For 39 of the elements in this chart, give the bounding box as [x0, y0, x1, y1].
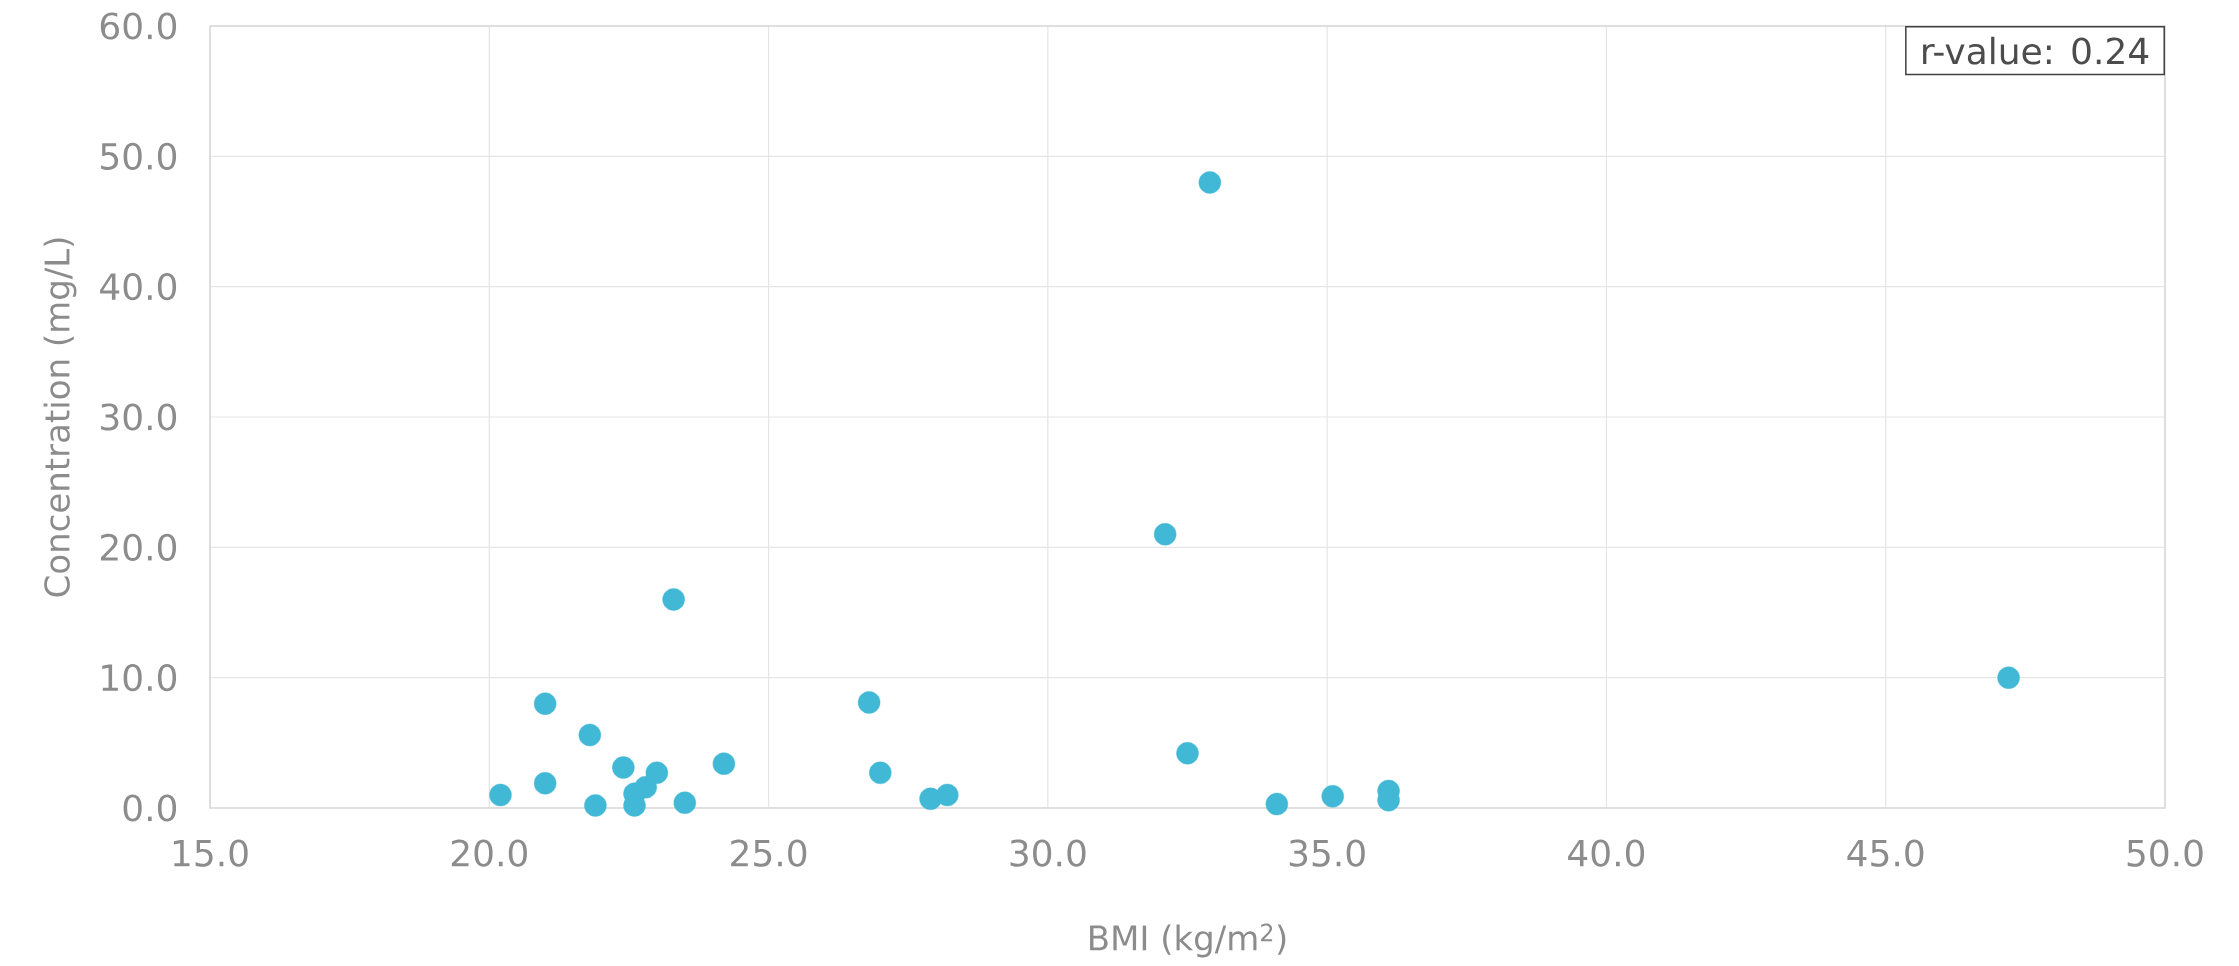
point: [533, 772, 557, 795]
x-tick-label: 50.0: [2127, 839, 2203, 867]
point: [1198, 171, 1222, 194]
x-tick-label: 30.0: [1010, 839, 1086, 867]
x-axis-title: BMI (kg/m$^{2}$): [1090, 923, 1286, 958]
point: [533, 692, 557, 715]
y-tick-label: 50.0: [101, 142, 177, 170]
point: [1321, 785, 1344, 808]
point: [712, 752, 736, 775]
x-tick-label: 40.0: [1568, 839, 1645, 867]
point: [936, 783, 959, 807]
point: [919, 787, 942, 811]
x-tick-label: 45.0: [1847, 839, 1924, 867]
y-tick-label: 10.0: [102, 664, 177, 692]
point: [645, 761, 669, 784]
y-axis-title: Concentration (mg/L): [43, 238, 77, 597]
point: [584, 794, 607, 817]
annotation: r-value: 0.24: [1923, 36, 2149, 65]
point: [612, 756, 635, 779]
point: [662, 588, 685, 611]
point: [1997, 666, 2020, 689]
x-tick-label: 35.0: [1289, 839, 1365, 867]
point: [578, 723, 602, 747]
y-tick-label: 30.0: [101, 403, 177, 431]
y-tick-label: 0.0: [123, 794, 177, 822]
point: [489, 783, 512, 807]
point: [1153, 523, 1177, 546]
point: [1176, 742, 1199, 765]
point: [1265, 792, 1289, 816]
y-tick-label: 60.0: [100, 12, 177, 40]
y-tick-label: 40.0: [100, 273, 177, 301]
x-tick-label: 20.0: [451, 839, 527, 867]
x-tick-label: 15.0: [173, 839, 248, 867]
y-tick-label: 20.0: [100, 533, 177, 561]
point: [634, 775, 657, 799]
x-tick-label: 25.0: [731, 839, 807, 867]
point: [869, 761, 892, 784]
point: [673, 791, 696, 814]
point: [857, 691, 881, 714]
